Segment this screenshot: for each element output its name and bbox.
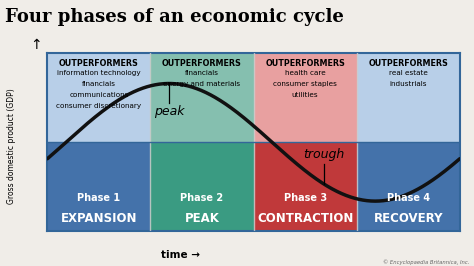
Text: ↑: ↑ — [30, 38, 41, 52]
Text: EXPANSION: EXPANSION — [61, 213, 137, 226]
Text: OUTPERFORMERS: OUTPERFORMERS — [265, 59, 345, 68]
Text: Phase 1: Phase 1 — [77, 193, 120, 202]
Bar — [254, 142, 356, 231]
Text: real estate: real estate — [389, 70, 428, 76]
Bar — [356, 142, 460, 231]
Text: CONTRACTION: CONTRACTION — [257, 213, 353, 226]
Bar — [47, 142, 151, 231]
Text: consumer staples: consumer staples — [273, 81, 337, 87]
Text: health care: health care — [285, 70, 326, 76]
Text: energy and materials: energy and materials — [164, 81, 241, 87]
Text: utilities: utilities — [292, 92, 319, 98]
Bar — [254, 53, 356, 142]
Text: consumer discretionary: consumer discretionary — [56, 103, 142, 109]
Text: OUTPERFORMERS: OUTPERFORMERS — [368, 59, 448, 68]
Bar — [151, 142, 254, 231]
Text: communications: communications — [69, 92, 128, 98]
Text: industrials: industrials — [390, 81, 427, 87]
Text: financials: financials — [185, 70, 219, 76]
Text: © Encyclopaedia Britannica, Inc.: © Encyclopaedia Britannica, Inc. — [383, 259, 469, 265]
Text: Phase 4: Phase 4 — [387, 193, 430, 202]
Text: Gross domestic product (GDP): Gross domestic product (GDP) — [8, 88, 16, 204]
Text: Four phases of an economic cycle: Four phases of an economic cycle — [5, 8, 344, 26]
Text: OUTPERFORMERS: OUTPERFORMERS — [162, 59, 242, 68]
Text: Phase 3: Phase 3 — [283, 193, 327, 202]
Text: financials: financials — [82, 81, 116, 87]
Text: peak: peak — [154, 105, 184, 118]
Text: trough: trough — [303, 148, 344, 161]
Bar — [356, 53, 460, 142]
Text: Phase 2: Phase 2 — [181, 193, 224, 202]
Bar — [151, 53, 254, 142]
Text: time →: time → — [161, 250, 200, 260]
Text: information technology: information technology — [57, 70, 141, 76]
Text: PEAK: PEAK — [184, 213, 219, 226]
Text: OUTPERFORMERS: OUTPERFORMERS — [59, 59, 139, 68]
Text: RECOVERY: RECOVERY — [374, 213, 443, 226]
Bar — [47, 53, 151, 142]
